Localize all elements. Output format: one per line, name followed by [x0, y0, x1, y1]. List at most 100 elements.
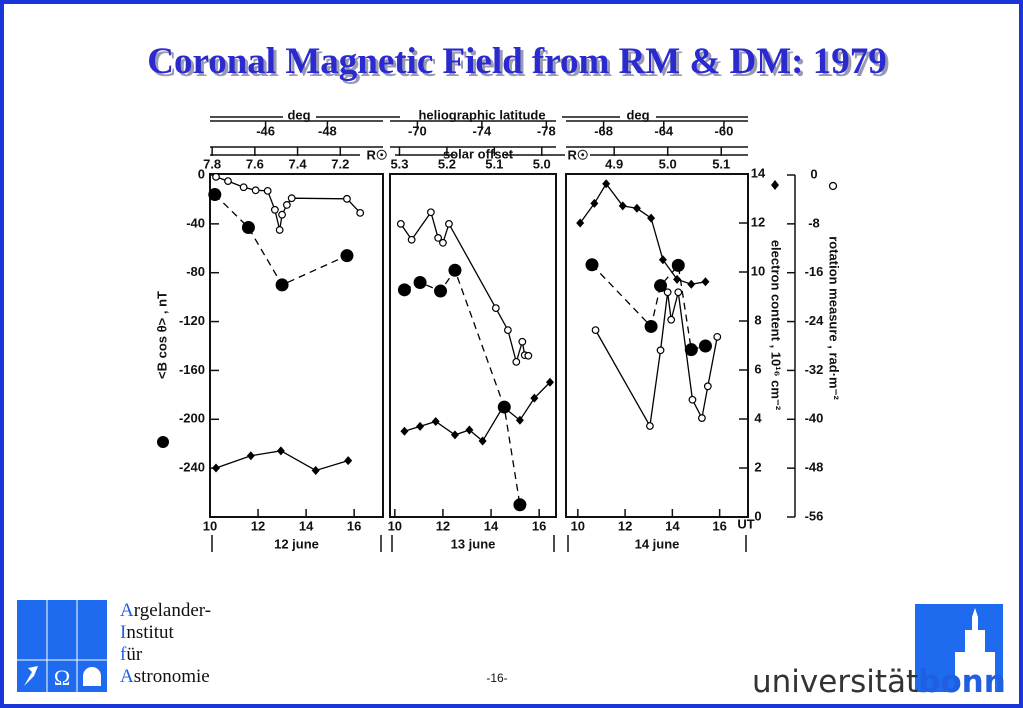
data-point [673, 274, 682, 284]
data-point [445, 219, 453, 228]
logo-initial: A [120, 600, 134, 621]
x3-tick-label: 4.9 [605, 156, 623, 171]
data-point [426, 208, 435, 217]
x-tick-label: 16 [532, 518, 546, 533]
series-line [404, 381, 551, 443]
series-line [579, 182, 706, 285]
data-point [512, 357, 521, 366]
series-line [594, 292, 718, 428]
x-axis-label: 13 june [451, 536, 496, 551]
logo-rest: stronomie [134, 666, 210, 687]
deg-label: deg [287, 107, 310, 122]
y3-axis-label: rotation measure , rad·m⁻² [827, 236, 842, 400]
unit-label: UT [737, 516, 754, 531]
data-point [602, 179, 611, 189]
y2-tick-label: 10 [751, 263, 765, 278]
y2-tick-label: 6 [754, 361, 761, 376]
data-point [397, 283, 411, 297]
data-point [632, 203, 641, 213]
data-point [270, 205, 279, 214]
data-point [654, 279, 668, 293]
x3-tick-label: 5.1 [712, 156, 730, 171]
data-point [276, 446, 285, 456]
x-axis-label: 14 june [635, 536, 680, 551]
data-point [434, 284, 448, 298]
data-point [450, 430, 459, 440]
x3-tick-label: 5.2 [438, 156, 456, 171]
figure: deg deg heliographic latitude solar offset R… [152, 100, 848, 563]
x-tick-label: 12 [436, 518, 450, 533]
x-tick-label: 10 [203, 518, 217, 533]
data-point [591, 326, 600, 335]
data-point [275, 278, 289, 292]
title: Coronal Magnetic Field from RM & DM: 197… [147, 41, 887, 82]
data-point [212, 463, 221, 473]
x3-tick-label: 5.0 [659, 156, 677, 171]
data-point [278, 210, 286, 219]
y2-tick-label: 4 [754, 410, 762, 425]
data-point [590, 198, 599, 208]
x3-tick-label: 7.8 [203, 156, 221, 171]
data-point [530, 393, 539, 403]
panel-frame [565, 173, 749, 518]
university-text: universität [752, 664, 918, 700]
x2-tick-label: -70 [408, 123, 427, 138]
data-point [674, 288, 683, 297]
data-point [287, 194, 296, 203]
university-name: universitätbonn [752, 664, 1006, 700]
data-point [646, 422, 654, 430]
rsun-label: R☉ [366, 147, 387, 162]
data-point [246, 451, 255, 461]
x-tick-label: 12 [251, 518, 265, 533]
x2-tick-label: -46 [256, 123, 275, 138]
x2-tick-label: -78 [537, 123, 556, 138]
data-point [576, 218, 585, 228]
legend-symbol [828, 181, 838, 191]
x3-tick-label: 7.2 [331, 156, 349, 171]
latitude-label: heliographic latitude [418, 107, 545, 122]
y3-tick-label: -32 [805, 362, 824, 377]
data-point [671, 258, 685, 272]
x3-tick-label: 7.4 [289, 156, 308, 171]
data-point [465, 425, 474, 435]
title-shadow: Coronal Magnetic Field from RM & DM: 197… [150, 44, 890, 85]
y-tick-label: -80 [186, 264, 205, 279]
data-point [431, 416, 440, 426]
y-tick-label: -160 [179, 362, 205, 377]
y-axis-label: <B cos θ> , nT [154, 291, 169, 379]
x2-tick-label: -64 [654, 123, 674, 138]
x3-tick-label: 5.0 [533, 156, 551, 171]
y2-axis-label: electron content , 10¹⁶ cm⁻² [769, 240, 784, 411]
data-point [282, 201, 291, 209]
data-point [491, 304, 500, 313]
figure-background [152, 100, 848, 563]
x-tick-label: 16 [712, 518, 726, 533]
data-point [400, 426, 409, 436]
y-tick-label: -40 [186, 215, 205, 230]
y2-tick-label: 8 [754, 312, 761, 327]
data-point [343, 194, 351, 203]
logo-rest: nstitut [126, 622, 174, 643]
data-point [241, 221, 255, 235]
y-tick-label: -240 [179, 460, 205, 475]
logo-initial: f [120, 644, 127, 665]
y3-tick-label: 0 [810, 166, 817, 181]
y3-tick-label: -24 [805, 313, 825, 328]
data-point [439, 238, 447, 247]
rsun-label: R☉ [567, 147, 588, 162]
x-tick-label: 10 [388, 518, 402, 533]
building-icon [915, 604, 1003, 692]
data-point [478, 436, 487, 446]
data-point [275, 226, 284, 234]
y-tick-label: -120 [179, 313, 205, 328]
data-point [499, 402, 508, 412]
data-point [413, 275, 427, 289]
legend-symbol [771, 180, 779, 190]
data-point [503, 326, 512, 335]
x-tick-label: 14 [299, 518, 314, 533]
data-point [618, 201, 627, 211]
